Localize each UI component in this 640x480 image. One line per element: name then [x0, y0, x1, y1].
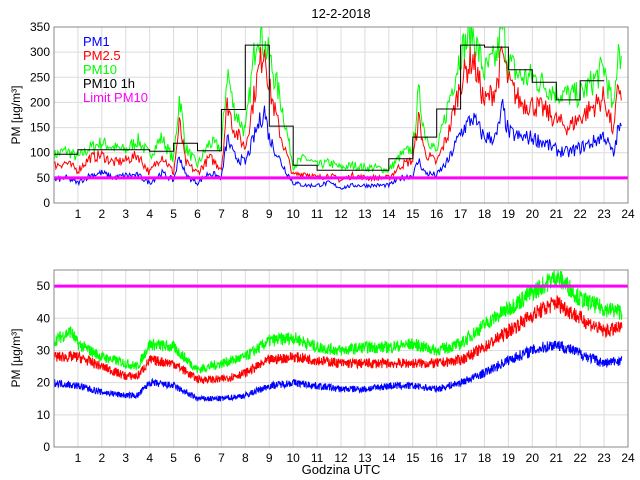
- top-axes: 1 2 3 4 5 6 7 8 9 10 11 12 13 14 15 16 17 18 19 20 21 22 23 240…: [30, 20, 635, 221]
- x-tick-label: 17: [454, 207, 468, 221]
- legend-limit-pm10: Limit PM10: [83, 90, 148, 105]
- x-tick-label: 5: [170, 451, 177, 465]
- x-tick-label: 13: [358, 207, 372, 221]
- x-tick-label: 8: [242, 451, 249, 465]
- legend: PM1 PM2.5 PM10 PM10 1h Limit PM10: [83, 34, 148, 105]
- top-y-axis-label: PM [µg/m³]: [9, 86, 23, 145]
- x-tick-label: 21: [550, 207, 564, 221]
- x-tick-label: 23: [597, 207, 611, 221]
- legend-pm25: PM2.5: [83, 48, 121, 63]
- y-tick-label: 250: [30, 70, 50, 84]
- y-tick-label: 350: [30, 20, 50, 34]
- legend-pm10-1h: PM10 1h: [83, 76, 135, 91]
- x-tick-label: 2: [98, 451, 105, 465]
- x-tick-label: 12: [334, 207, 348, 221]
- x-axis-label: Godzina UTC: [302, 462, 381, 477]
- bottom-axes: 1 2 3 4 5 6 7 8 9 10 11 12 13 14 15 16 17 18 19 20 21 22 23 240…: [37, 269, 635, 465]
- series-group: [54, 27, 628, 190]
- series-line-pm10-1h: [54, 44, 605, 171]
- x-tick-label: 22: [573, 451, 587, 465]
- bottom-y-axis-label: PM [µg/m³]: [9, 329, 23, 388]
- x-tick-label: 18: [478, 451, 492, 465]
- y-tick-label: 20: [37, 376, 51, 390]
- y-tick-label: 50: [37, 279, 51, 293]
- x-tick-label: 7: [218, 207, 225, 221]
- series-line-pm2-5: [54, 295, 623, 385]
- y-tick-label: 100: [30, 146, 50, 160]
- x-tick-label: 19: [502, 207, 516, 221]
- y-tick-label: 150: [30, 121, 50, 135]
- y-tick-label: 200: [30, 95, 50, 109]
- x-tick-label: 24: [621, 451, 635, 465]
- x-tick-label: 13: [358, 451, 372, 465]
- x-tick-label: 16: [430, 451, 444, 465]
- x-tick-label: 20: [526, 207, 540, 221]
- x-tick-label: 6: [194, 451, 201, 465]
- axes-frame: [53, 269, 629, 448]
- series-line-pm10: [54, 27, 622, 174]
- y-tick-label: 50: [37, 171, 51, 185]
- x-tick-label: 4: [146, 451, 153, 465]
- x-tick-label: 21: [550, 451, 564, 465]
- x-tick-label: 9: [266, 207, 273, 221]
- y-tick-label: 0: [43, 440, 50, 454]
- y-tick-label: 10: [37, 408, 51, 422]
- axes-frame: [53, 26, 629, 204]
- x-tick-label: 1: [75, 451, 82, 465]
- x-tick-label: 6: [194, 207, 201, 221]
- series-line-pm10: [54, 270, 623, 374]
- x-tick-label: 18: [478, 207, 492, 221]
- x-tick-label: 20: [526, 451, 540, 465]
- x-tick-label: 10: [286, 451, 300, 465]
- series-group: [54, 270, 628, 402]
- chart-title: 12-2-2018: [311, 6, 370, 21]
- x-tick-label: 14: [382, 207, 396, 221]
- x-tick-label: 16: [430, 207, 444, 221]
- legend-pm10: PM10: [83, 62, 117, 77]
- x-tick-label: 15: [406, 207, 420, 221]
- x-tick-label: 19: [502, 451, 516, 465]
- x-tick-label: 22: [573, 207, 587, 221]
- x-tick-label: 14: [382, 451, 396, 465]
- x-tick-label: 11: [311, 451, 324, 465]
- y-tick-label: 0: [43, 196, 50, 210]
- x-tick-label: 12: [334, 451, 348, 465]
- x-tick-label: 9: [266, 451, 273, 465]
- x-tick-label: 11: [311, 207, 324, 221]
- x-tick-label: 3: [122, 207, 129, 221]
- y-tick-label: 30: [37, 343, 51, 357]
- x-tick-label: 17: [454, 451, 468, 465]
- x-tick-label: 4: [146, 207, 153, 221]
- x-tick-label: 23: [597, 451, 611, 465]
- x-tick-label: 8: [242, 207, 249, 221]
- x-tick-label: 10: [286, 207, 300, 221]
- x-tick-label: 3: [122, 451, 129, 465]
- x-tick-label: 24: [621, 207, 635, 221]
- x-tick-label: 5: [170, 207, 177, 221]
- x-tick-label: 7: [218, 451, 225, 465]
- x-tick-label: 1: [75, 207, 82, 221]
- y-tick-label: 40: [37, 311, 51, 325]
- x-tick-label: 15: [406, 451, 420, 465]
- legend-pm1: PM1: [83, 34, 110, 49]
- x-tick-label: 2: [98, 207, 105, 221]
- y-tick-label: 300: [30, 45, 50, 59]
- series-line-pm1: [54, 98, 622, 190]
- series-line-pm1: [54, 340, 623, 402]
